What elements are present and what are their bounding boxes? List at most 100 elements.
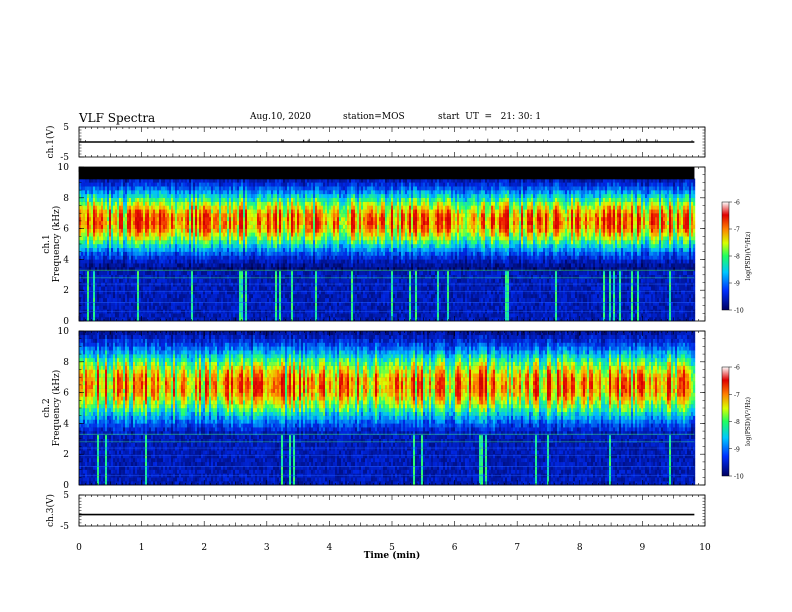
spectrogram-cell	[117, 229, 119, 233]
spectrogram-cell	[319, 286, 321, 290]
spectrogram-cell	[105, 263, 107, 267]
spectrogram-cell	[189, 206, 191, 210]
spectrogram-cell	[275, 190, 277, 194]
spectrogram-cell	[289, 275, 291, 279]
spectrogram-cell	[163, 286, 165, 290]
spectrogram-cell	[205, 279, 207, 283]
spectrogram-cell	[179, 259, 181, 263]
spectrogram-cell	[145, 213, 147, 217]
spectrogram-cell	[315, 232, 317, 236]
spectrogram-cell	[81, 244, 83, 248]
spectrogram-cell	[263, 298, 265, 302]
spectrogram-cell	[317, 240, 319, 244]
spectrogram-cell	[219, 294, 221, 298]
spectrogram-cell	[261, 206, 263, 210]
spectrogram-cell	[119, 306, 121, 310]
spectrogram-cell	[161, 206, 163, 210]
spectrogram-cell	[193, 194, 195, 198]
spectrogram-cell	[165, 221, 167, 225]
spectrogram-cell	[147, 198, 149, 202]
spectrogram-cell	[207, 225, 209, 229]
spectrogram-cell	[257, 209, 259, 213]
spectrogram-cell	[85, 229, 87, 233]
spectrogram-cell	[81, 182, 83, 186]
spectrogram-cell	[215, 236, 217, 240]
spectrogram-cell	[327, 194, 329, 198]
spectrogram-cell	[147, 236, 149, 240]
spectrogram-cell	[167, 271, 169, 275]
spectrogram-cell	[153, 182, 155, 186]
spectrogram-cell	[263, 286, 265, 290]
spectrogram-cell	[99, 275, 101, 279]
spectrogram-cell	[257, 198, 259, 202]
spectrogram-cell	[315, 206, 317, 210]
spectrogram-cell	[273, 194, 275, 198]
spectrogram-cell	[233, 217, 235, 221]
spectrogram-cell	[143, 286, 145, 290]
spectrogram-cell	[139, 236, 141, 240]
spectrogram-cell	[95, 248, 97, 252]
spectrogram-cell	[219, 252, 221, 256]
spectrogram-cell	[153, 252, 155, 256]
spectrogram-cell	[129, 263, 131, 267]
spectrogram-cell	[199, 236, 201, 240]
spectrogram-cell	[295, 221, 297, 225]
spectrogram-cell	[297, 283, 299, 287]
spectrogram-cell	[227, 275, 229, 279]
spectrogram-cell	[201, 279, 203, 283]
spectrogram-cell	[177, 209, 179, 213]
spectrogram-cell	[295, 182, 297, 186]
spectrogram-cell	[87, 206, 89, 210]
spectrogram-cell	[325, 313, 327, 317]
spectrogram-cell	[203, 267, 205, 271]
spectrogram-cell	[109, 182, 111, 186]
spectrogram-cell	[237, 252, 239, 256]
spectrogram-cell	[295, 306, 297, 310]
spectrogram-cell	[325, 225, 327, 229]
spectrogram-cell	[139, 263, 141, 267]
spectrogram-cell	[153, 286, 155, 290]
spectrogram-cell	[179, 217, 181, 221]
spectrogram-cell	[231, 221, 233, 225]
spectrogram-cell	[91, 217, 93, 221]
spectrogram-cell	[327, 213, 329, 217]
spectrogram-cell	[145, 294, 147, 298]
spectrogram-cell	[145, 252, 147, 256]
spectrogram-cell	[93, 283, 95, 287]
spectrogram-cell	[159, 194, 161, 198]
spectrogram-cell	[151, 217, 153, 221]
spectrogram-cell	[203, 217, 205, 221]
spectrogram-cell	[131, 290, 133, 294]
spectrogram-cell	[311, 313, 313, 317]
spectrogram-cell	[249, 263, 251, 267]
spectrogram-cell	[175, 252, 177, 256]
spectrogram-cell	[329, 221, 331, 225]
spectrogram-cell	[133, 182, 135, 186]
spectrogram-cell	[129, 275, 131, 279]
spectrogram-cell	[223, 283, 225, 287]
spectrogram-cell	[325, 252, 327, 256]
spectrogram-cell	[265, 294, 267, 298]
spectrogram-cell	[137, 217, 139, 221]
spectrogram-cell	[103, 259, 105, 263]
spectrogram-cell	[165, 186, 167, 190]
spectrogram-cell	[331, 306, 333, 310]
spectrogram-cell	[327, 313, 329, 317]
spectrogram-cell	[333, 306, 335, 310]
spectrogram-cell	[297, 240, 299, 244]
spectrogram-cell	[113, 256, 115, 260]
spectrogram-cell	[177, 298, 179, 302]
spectrogram-cell	[217, 286, 219, 290]
spectrogram-cell	[87, 198, 89, 202]
spectrogram-cell	[175, 275, 177, 279]
spectrogram-cell	[209, 263, 211, 267]
spectrogram-cell	[135, 306, 137, 310]
spectrogram-cell	[145, 209, 147, 213]
spectrogram-cell	[233, 225, 235, 229]
spectrogram-cell	[205, 306, 207, 310]
spectrogram-cell	[165, 283, 167, 287]
spectrogram-cell	[309, 202, 311, 206]
spectrogram-cell	[247, 190, 249, 194]
spectrogram-cell	[173, 286, 175, 290]
spectrogram-cell	[203, 202, 205, 206]
